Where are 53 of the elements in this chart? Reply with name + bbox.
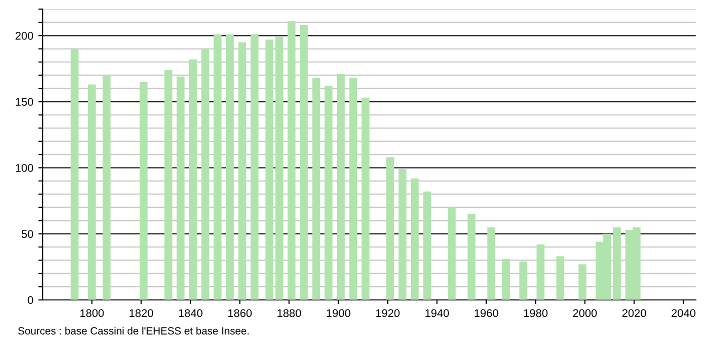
x-tick-label: 1900: [326, 309, 350, 318]
bar: [502, 258, 510, 300]
bar: [250, 34, 259, 300]
bar: [362, 98, 370, 300]
bar: [448, 207, 456, 300]
bar: [288, 21, 296, 300]
bar: [324, 86, 332, 300]
bar: [349, 78, 358, 300]
bar: [423, 192, 432, 300]
bar: [164, 70, 172, 300]
bar: [176, 76, 185, 300]
bar: [140, 82, 148, 300]
x-tick-label: 1940: [425, 309, 449, 318]
bar: [487, 227, 496, 300]
source-note: Sources : base Cassini de l'EHESS et base Insee.: [18, 326, 249, 335]
x-tick-label: 2040: [672, 309, 696, 318]
x-tick-label: 1920: [376, 309, 400, 318]
x-tick-label: 1860: [228, 309, 252, 318]
bar: [226, 34, 234, 300]
bar: [556, 256, 564, 300]
bar: [468, 214, 476, 300]
x-tick-label: 1980: [524, 309, 548, 318]
bar: [201, 48, 210, 300]
y-tick-label: 150: [16, 98, 34, 106]
y-tick-label: 0: [28, 296, 34, 304]
bar: [300, 25, 308, 300]
x-tick-label: 1800: [80, 309, 104, 318]
bar: [70, 48, 79, 300]
bar: [275, 36, 284, 300]
bar: [578, 264, 586, 300]
bar: [102, 75, 111, 300]
bar: [336, 74, 345, 300]
bar: [312, 78, 320, 300]
bar: [88, 84, 96, 300]
x-tick-label: 2000: [573, 309, 597, 318]
bar: [398, 169, 406, 300]
y-tick-label: 50: [22, 230, 34, 238]
bar: [238, 42, 246, 300]
bar: [214, 34, 222, 300]
x-tick-label: 1960: [474, 309, 498, 318]
x-tick-label: 2020: [622, 309, 646, 318]
x-tick-label: 1820: [130, 309, 154, 318]
bar: [612, 227, 621, 300]
y-tick-label: 100: [16, 164, 34, 172]
bar: [386, 157, 394, 300]
y-tick-label: 200: [16, 32, 34, 40]
x-tick-label: 1840: [178, 309, 202, 318]
bar: [410, 178, 419, 300]
bar: [536, 244, 544, 300]
bar: [189, 59, 197, 300]
bar: [519, 262, 528, 300]
bar: [265, 40, 274, 300]
x-tick-label: 1880: [278, 309, 302, 318]
